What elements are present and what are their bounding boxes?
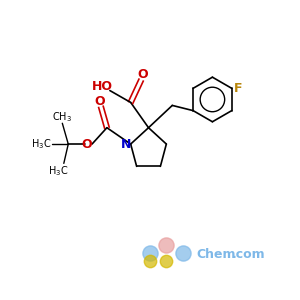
- Text: O: O: [94, 95, 105, 108]
- Point: [164, 259, 169, 264]
- Text: H$_3$C: H$_3$C: [48, 164, 68, 178]
- Point: [148, 250, 152, 255]
- Text: F: F: [234, 82, 242, 95]
- Text: O: O: [81, 138, 92, 151]
- Point: [164, 243, 169, 248]
- Text: N: N: [121, 138, 131, 151]
- Text: Chem: Chem: [196, 248, 236, 260]
- Text: .com: .com: [232, 248, 266, 260]
- Text: O: O: [137, 68, 148, 81]
- Point: [148, 259, 152, 264]
- Text: CH$_3$: CH$_3$: [52, 110, 72, 124]
- Point: [180, 250, 185, 255]
- Text: HO: HO: [92, 80, 113, 94]
- Text: H$_3$C: H$_3$C: [31, 137, 52, 151]
